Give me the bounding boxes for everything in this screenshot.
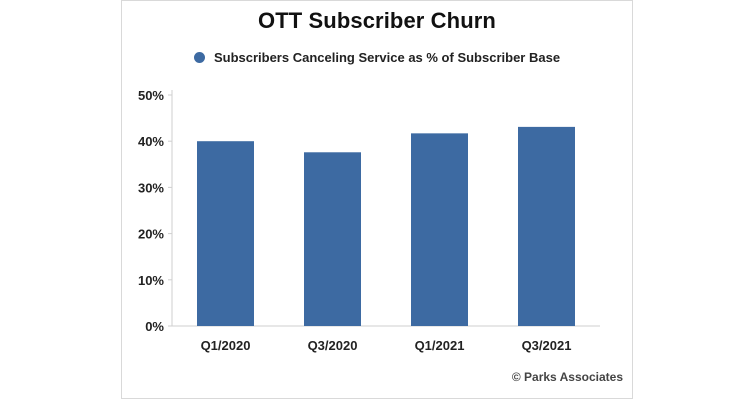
y-tick-label: 30% <box>138 180 164 195</box>
x-tick-label: Q3/2020 <box>308 338 358 353</box>
bar <box>197 141 254 326</box>
chart-title: OTT Subscriber Churn <box>258 8 496 33</box>
y-tick-label: 40% <box>138 134 164 149</box>
copyright-text: © Parks Associates <box>511 370 623 384</box>
x-tick-label: Q3/2021 <box>522 338 572 353</box>
bar <box>304 152 361 326</box>
legend-swatch <box>193 52 205 63</box>
chart-legend: Subscribers Canceling Service as % of Su… <box>121 50 633 65</box>
bar <box>518 126 575 327</box>
x-tick-label: Q1/2020 <box>201 338 251 353</box>
y-tick-label: 0% <box>145 319 164 334</box>
y-tick-label: 10% <box>138 273 164 288</box>
x-tick-label: Q1/2021 <box>415 338 465 353</box>
legend-label: Subscribers Canceling Service as % of Su… <box>213 50 561 65</box>
bar <box>411 133 468 326</box>
y-tick-label: 50% <box>138 88 164 103</box>
y-tick-label: 20% <box>138 227 164 242</box>
